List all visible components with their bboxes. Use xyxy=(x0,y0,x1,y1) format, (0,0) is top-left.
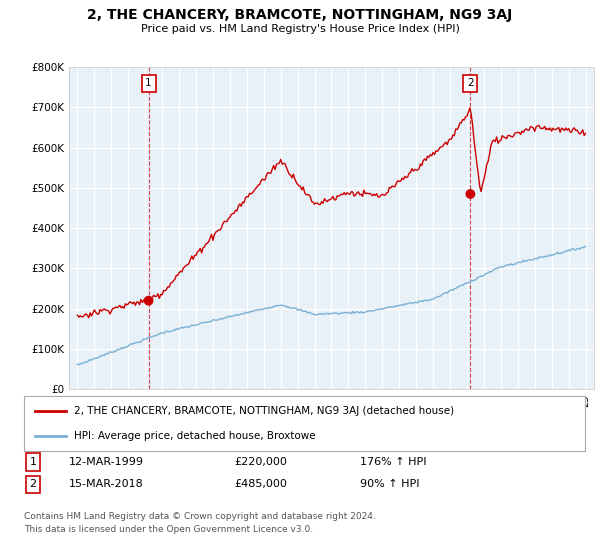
Text: This data is licensed under the Open Government Licence v3.0.: This data is licensed under the Open Gov… xyxy=(24,525,313,534)
Text: 176% ↑ HPI: 176% ↑ HPI xyxy=(360,457,427,467)
Text: £220,000: £220,000 xyxy=(234,457,287,467)
Text: HPI: Average price, detached house, Broxtowe: HPI: Average price, detached house, Brox… xyxy=(74,431,316,441)
Text: 2, THE CHANCERY, BRAMCOTE, NOTTINGHAM, NG9 3AJ: 2, THE CHANCERY, BRAMCOTE, NOTTINGHAM, N… xyxy=(88,8,512,22)
Text: Contains HM Land Registry data © Crown copyright and database right 2024.: Contains HM Land Registry data © Crown c… xyxy=(24,512,376,521)
Text: 15-MAR-2018: 15-MAR-2018 xyxy=(69,479,144,489)
Point xyxy=(466,189,475,198)
Text: 1: 1 xyxy=(145,78,152,88)
Text: 2: 2 xyxy=(29,479,37,489)
Text: 12-MAR-1999: 12-MAR-1999 xyxy=(69,457,144,467)
Point xyxy=(144,296,154,305)
Text: 1: 1 xyxy=(29,457,37,467)
Text: 2, THE CHANCERY, BRAMCOTE, NOTTINGHAM, NG9 3AJ (detached house): 2, THE CHANCERY, BRAMCOTE, NOTTINGHAM, N… xyxy=(74,406,455,416)
Text: 90% ↑ HPI: 90% ↑ HPI xyxy=(360,479,419,489)
Text: 2: 2 xyxy=(467,78,473,88)
Text: £485,000: £485,000 xyxy=(234,479,287,489)
Text: Price paid vs. HM Land Registry's House Price Index (HPI): Price paid vs. HM Land Registry's House … xyxy=(140,24,460,34)
